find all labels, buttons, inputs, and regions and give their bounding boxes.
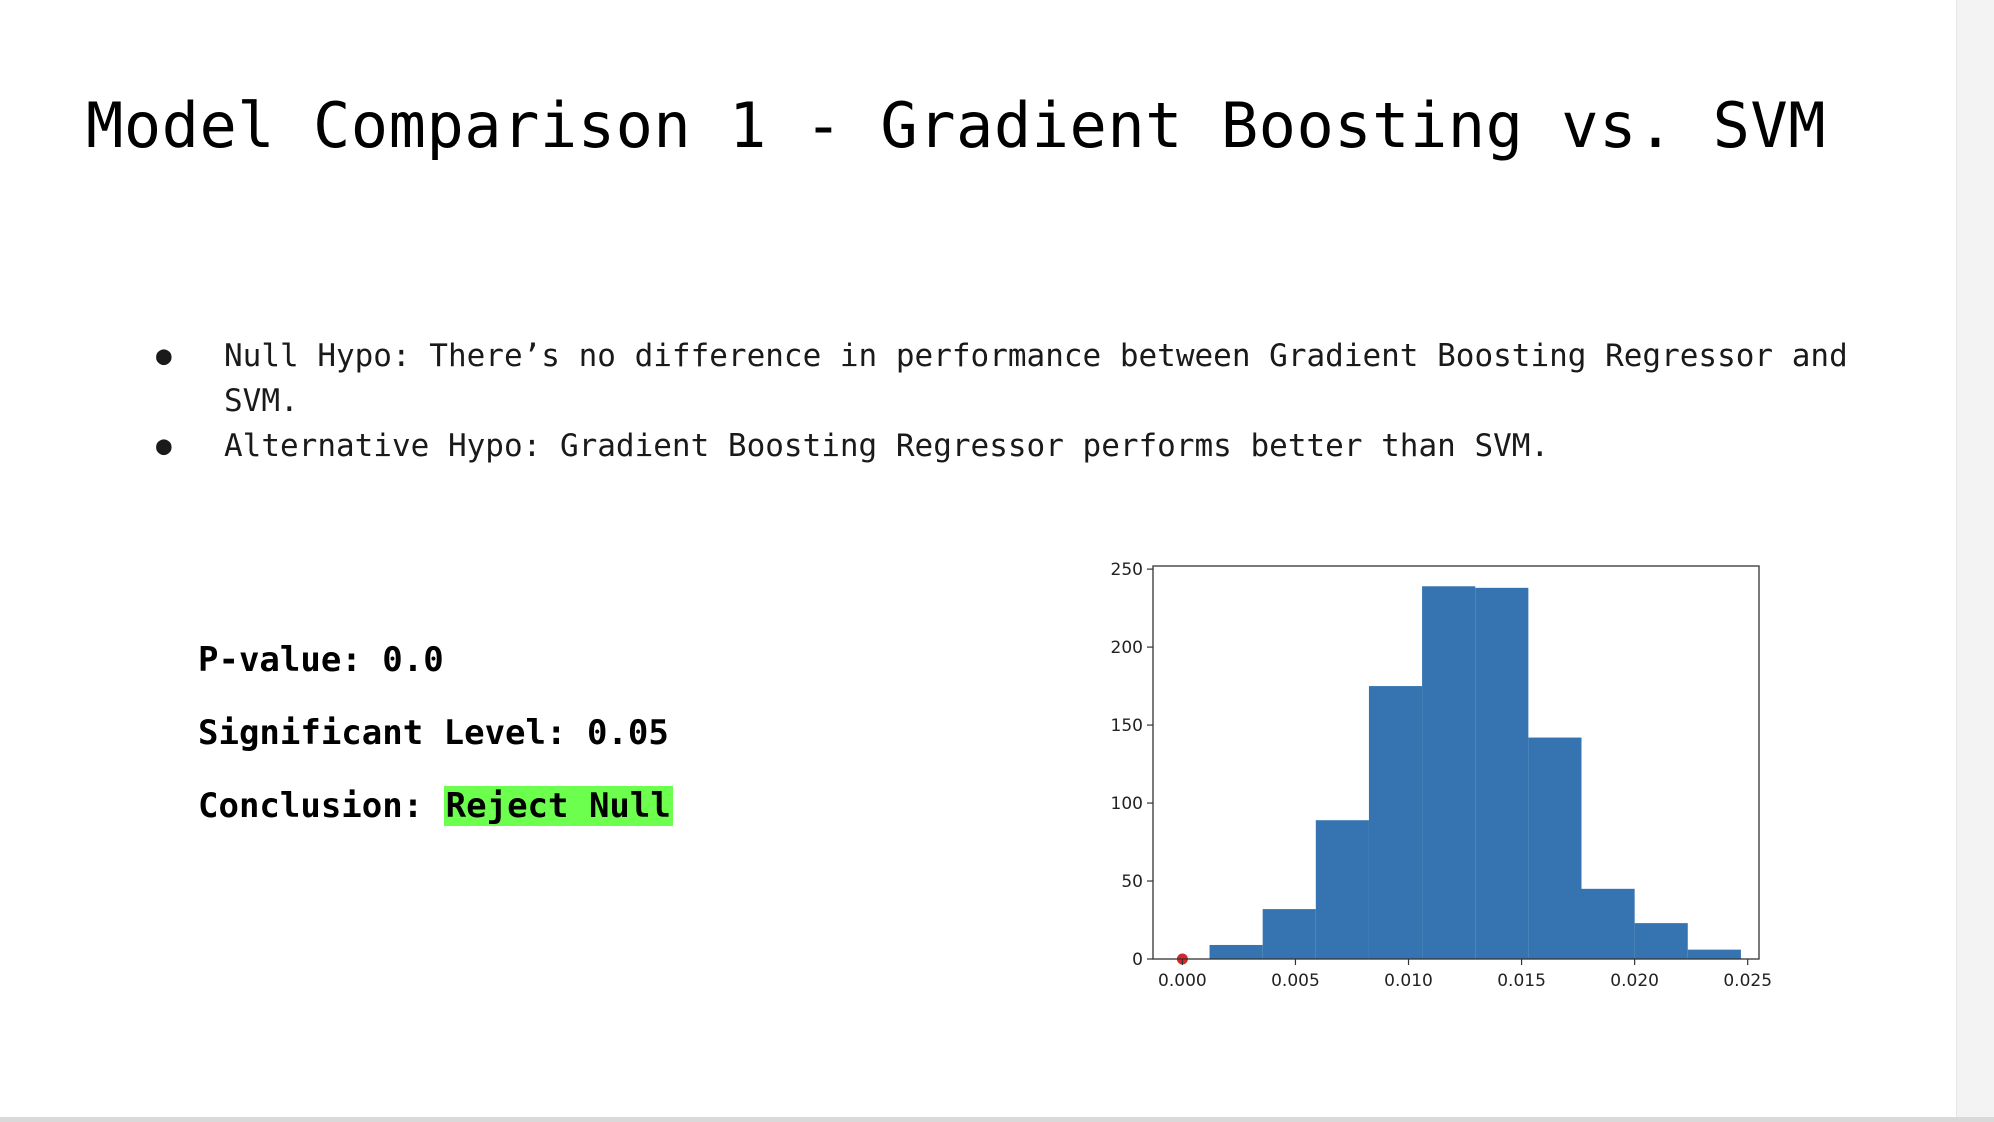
y-tick-label: 0 <box>1132 950 1143 970</box>
x-tick-label: 0.005 <box>1271 971 1320 991</box>
y-tick-label: 200 <box>1111 638 1143 658</box>
slide-title: Model Comparison 1 - Gradient Boosting v… <box>86 89 1827 162</box>
x-tick-label: 0.020 <box>1610 971 1659 991</box>
list-item: ● Null Hypo: There’s no difference in pe… <box>150 334 1910 424</box>
histogram-bar <box>1634 923 1688 959</box>
conclusion-value: Reject Null <box>443 786 673 826</box>
histogram-bar <box>1422 586 1476 959</box>
x-tick-label: 0.015 <box>1497 971 1546 991</box>
histogram-svg: 0.000 0.005 0.010 0.015 0.020 0.025 0 50 100 150 2… <box>1111 560 1772 991</box>
y-tick-label: 250 <box>1111 560 1143 580</box>
y-tick-label: 150 <box>1111 716 1143 736</box>
alternative-hypothesis-text: Alternative Hypo: Gradient Boosting Regr… <box>224 428 1550 464</box>
conclusion-label: Conclusion: <box>198 786 424 826</box>
pvalue-row: P-value: 0.0 <box>198 624 673 697</box>
test-results: P-value: 0.0 Significant Level: 0.05 Con… <box>198 624 673 843</box>
histogram-chart: 0.000 0.005 0.010 0.015 0.020 0.025 0 50 100 150 2… <box>1090 548 1790 1008</box>
histogram-bar <box>1475 587 1529 959</box>
y-tick-label: 50 <box>1121 872 1143 892</box>
histogram-bar <box>1581 888 1635 959</box>
significance-label: Significant Level: <box>198 713 567 753</box>
y-tick-label: 100 <box>1111 794 1143 814</box>
histogram-bar <box>1315 820 1369 959</box>
pvalue-value: 0.0 <box>382 640 444 680</box>
null-hypothesis-text: Null Hypo: There’s no difference in perf… <box>224 338 1848 419</box>
significance-value: 0.05 <box>586 713 669 753</box>
bullet-icon: ● <box>156 431 172 461</box>
bullet-icon: ● <box>156 341 172 371</box>
x-tick-label: 0.010 <box>1384 971 1433 991</box>
list-item: ● Alternative Hypo: Gradient Boosting Re… <box>150 424 1910 469</box>
histogram-bar <box>1368 686 1423 959</box>
histogram-bar <box>1209 944 1263 959</box>
hypothesis-list: ● Null Hypo: There’s no difference in pe… <box>150 334 1910 469</box>
x-tick-label: 0.000 <box>1158 971 1207 991</box>
pvalue-label: P-value: <box>198 640 362 680</box>
significance-row: Significant Level: 0.05 <box>198 697 673 770</box>
plot-frame <box>1152 565 1760 960</box>
slide-panel-edge <box>1956 0 1994 1118</box>
conclusion-row: Conclusion: Reject Null <box>198 770 673 843</box>
x-tick-label: 0.025 <box>1723 971 1772 991</box>
histogram-bar <box>1262 909 1316 959</box>
histogram-bar <box>1528 737 1582 959</box>
slide-bottom-edge <box>0 1117 1994 1122</box>
histogram-bar <box>1687 949 1741 959</box>
